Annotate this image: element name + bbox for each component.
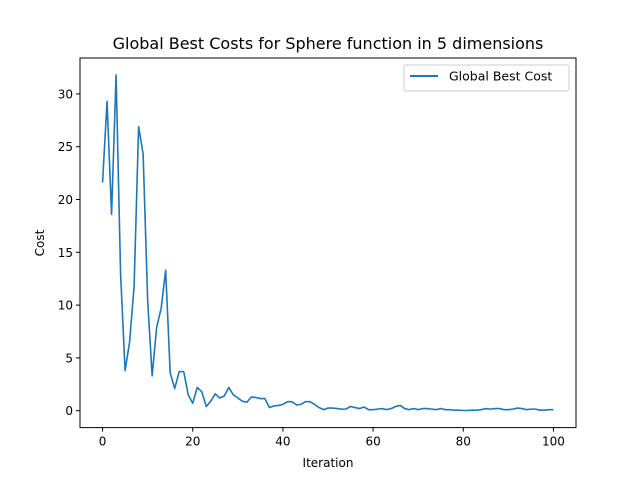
chart-title: Global Best Costs for Sphere function in… [113,34,544,53]
plot-frame [79,57,577,429]
series-line-0 [101,74,554,412]
y-tick-label: 25 [58,140,73,154]
x-tick-label: 40 [275,435,290,449]
x-tick-label: 20 [185,435,200,449]
x-tick-label: 100 [542,435,565,449]
series-lines [101,74,554,412]
y-tick-label: 0 [65,404,73,418]
x-tick-label: 60 [365,435,380,449]
legend: Global Best Cost [403,64,570,92]
x-tick-label: 0 [99,435,107,449]
y-tick-label: 5 [65,351,73,365]
legend-box [403,64,570,92]
y-tick-label: 30 [58,87,73,101]
x-tick-label: 80 [456,435,471,449]
y-tick-label: 20 [58,193,73,207]
x-axis-label: Iteration [303,456,354,470]
x-axis: 0 20 40 60 80 100 [99,427,565,449]
legend-label: Global Best Cost [449,69,552,84]
y-axis-label: Cost [33,229,47,256]
y-tick-label: 10 [58,299,73,313]
y-tick-label: 15 [58,246,73,260]
y-axis: 0 5 10 15 20 25 30 [58,87,80,418]
